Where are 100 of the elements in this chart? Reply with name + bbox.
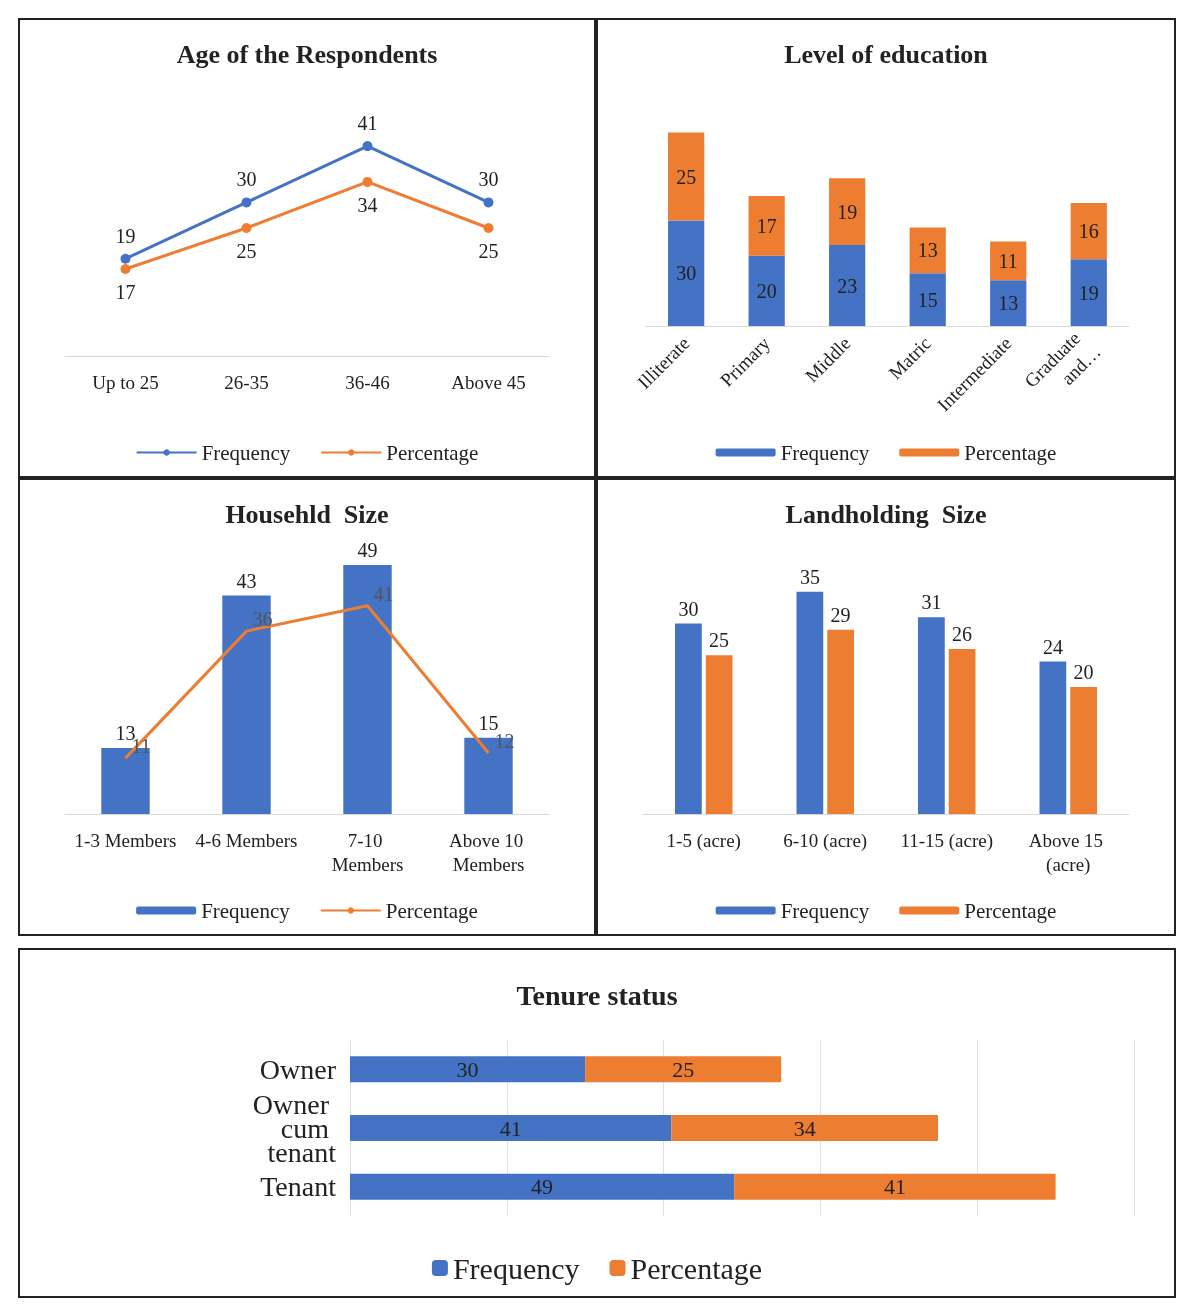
bar: [1070, 259, 1107, 326]
data-label: 15: [478, 711, 499, 734]
bar: [350, 1056, 586, 1083]
data-label: 20: [1073, 661, 1094, 683]
chart-title: Level of education: [784, 39, 989, 69]
bar: [748, 195, 785, 256]
data-label: 25: [672, 1056, 695, 1082]
legend-label: Percentage: [385, 898, 478, 923]
data-label: 49: [531, 1174, 554, 1200]
data-label: 43: [236, 569, 257, 592]
data-label: 41: [373, 582, 394, 605]
data-label: 30: [478, 168, 499, 191]
bar: [668, 220, 705, 326]
data-label: 19: [1078, 281, 1099, 304]
data-label: 17: [756, 214, 777, 237]
data-label: 16: [1078, 220, 1099, 243]
legend-label: Frequency: [452, 1251, 580, 1285]
data-label: 41: [499, 1115, 522, 1141]
data-label: 15: [917, 288, 938, 311]
data-label: 31: [921, 591, 942, 614]
data-label: 25: [709, 629, 730, 652]
x-tick-label: 1-5 (acre): [666, 829, 741, 852]
data-label: 35: [799, 565, 820, 588]
bar: [748, 255, 785, 326]
x-tick-label: Above 15 (acre): [1028, 829, 1108, 876]
bar: [705, 655, 733, 814]
data-label: 23: [837, 274, 858, 297]
chart-title: Landholding Size: [785, 499, 987, 529]
point: [483, 223, 494, 233]
legend-label: Percentage: [964, 898, 1057, 923]
point: [362, 141, 373, 152]
bar: [734, 1173, 1056, 1200]
data-label: 11: [998, 249, 1018, 272]
data-label: 24: [1042, 635, 1063, 658]
bar: [1039, 661, 1067, 814]
legend-label: Frequency: [780, 898, 870, 923]
x-tick-label: Above 10 Members: [448, 829, 529, 875]
point: [120, 253, 131, 264]
x-tick-label: Above 45: [451, 371, 526, 393]
bar: [668, 132, 705, 221]
x-tick-label: 6-10 (acre): [783, 829, 868, 852]
bar: [350, 1173, 735, 1200]
data-label: 30: [236, 168, 257, 191]
x-tick-label: 1-3 Members: [74, 829, 177, 851]
point: [241, 197, 252, 208]
data-label: 19: [837, 200, 858, 223]
bar: [343, 565, 392, 814]
x-tick-label: 7-10 Members: [331, 829, 404, 875]
data-label: 30: [678, 597, 699, 620]
data-label: 30: [676, 262, 697, 285]
y-tick-label: Tenant: [260, 1171, 337, 1203]
data-label: 34: [793, 1115, 816, 1141]
chart-title: Tenure status: [516, 979, 678, 1011]
data-label: 41: [883, 1174, 906, 1200]
bar: [909, 273, 946, 326]
point: [483, 197, 494, 208]
y-tick-label: Owner cum tenant: [252, 1088, 337, 1168]
data-label: 29: [830, 603, 851, 626]
data-label: 34: [357, 193, 378, 216]
legend-label: Frequency: [780, 440, 870, 465]
legend-label: Percentage: [386, 440, 479, 465]
data-label: 26: [952, 622, 973, 645]
data-label: 25: [478, 240, 499, 262]
data-label: 13: [917, 239, 938, 262]
bar: [585, 1056, 782, 1083]
legend-label: Frequency: [201, 440, 291, 465]
bar: [918, 617, 945, 814]
bar: [990, 280, 1027, 326]
legend-label: Percentage: [964, 440, 1057, 465]
bar: [990, 241, 1027, 281]
y-tick-label: Owner: [259, 1053, 337, 1085]
x-tick-label: 36-46: [345, 371, 390, 393]
chart-title: Househld Size: [225, 499, 389, 529]
legend-label: Frequency: [201, 898, 291, 923]
bar: [827, 629, 854, 814]
data-label: 19: [115, 224, 136, 247]
data-label: 13: [998, 292, 1019, 315]
data-label: 30: [456, 1056, 479, 1082]
legend-label: Percentage: [630, 1251, 763, 1285]
bar: [1070, 202, 1107, 260]
data-label: 20: [756, 279, 777, 302]
bar: [671, 1115, 938, 1141]
bar: [675, 623, 702, 814]
data-label: 25: [236, 240, 257, 262]
bar: [829, 245, 866, 326]
data-label: 49: [357, 539, 378, 562]
point: [120, 263, 131, 274]
chart-title: Age of the Respondents: [176, 39, 438, 69]
bar: [909, 227, 946, 274]
point: [362, 176, 373, 187]
bar: [1070, 687, 1097, 814]
bar: [796, 591, 824, 814]
x-tick-label: 11-15 (acre): [900, 829, 994, 852]
x-tick-label: Up to 25: [92, 371, 159, 393]
bar: [829, 178, 866, 246]
data-label: 25: [676, 165, 697, 188]
x-tick-label: 26-35: [224, 371, 269, 393]
x-tick-label: 4-6 Members: [195, 829, 298, 851]
point: [241, 223, 252, 233]
data-label: 41: [357, 112, 378, 135]
